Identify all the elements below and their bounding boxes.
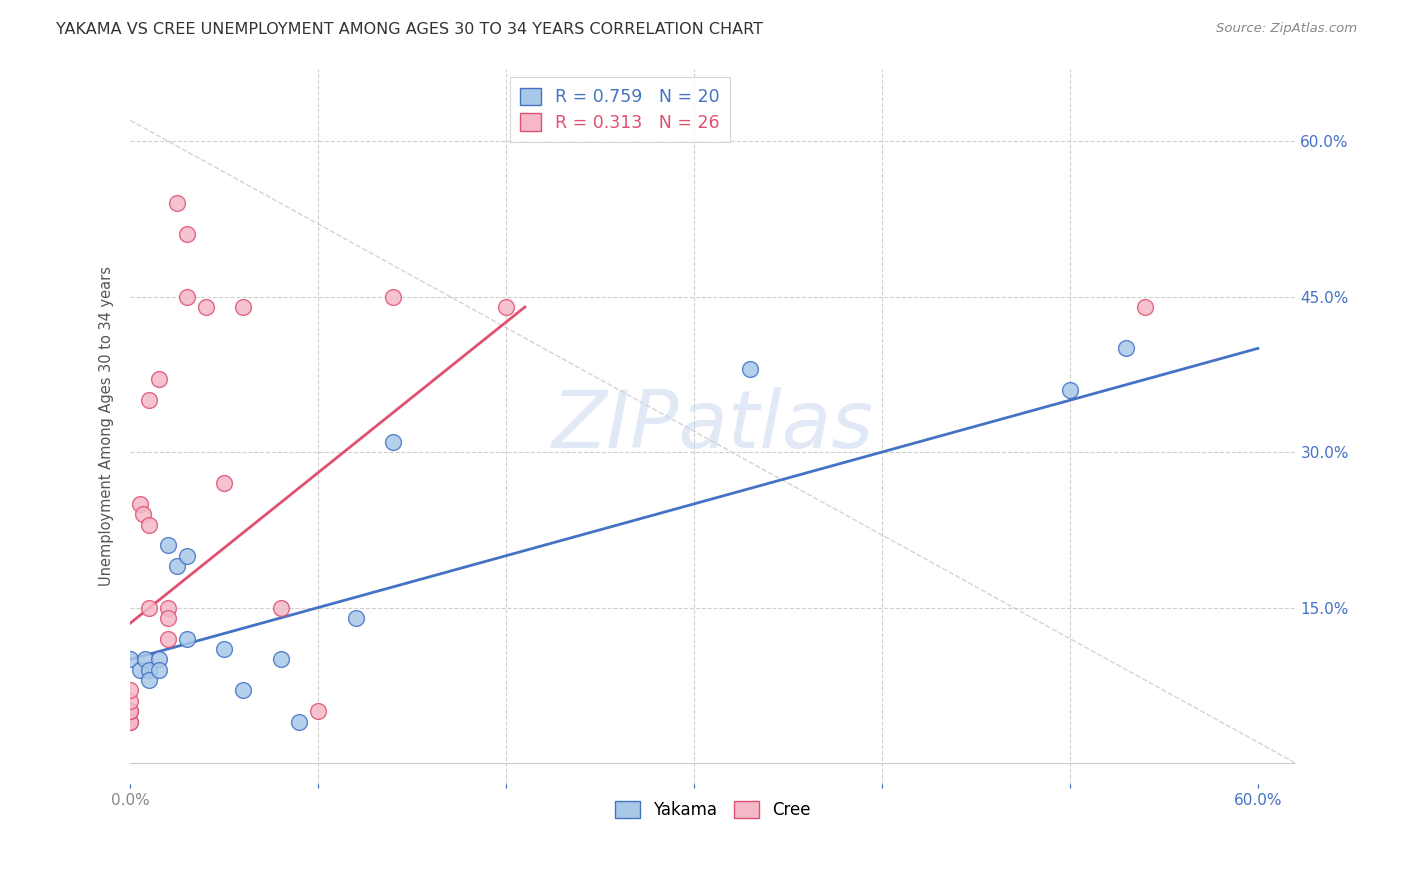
Point <box>1115 342 1137 356</box>
Point <box>288 714 311 729</box>
Point <box>148 663 170 677</box>
Point <box>214 476 236 491</box>
Point <box>138 517 160 532</box>
Point <box>382 434 405 449</box>
Y-axis label: Unemployment Among Ages 30 to 34 years: Unemployment Among Ages 30 to 34 years <box>100 266 114 586</box>
Point <box>1133 300 1156 314</box>
Point <box>307 704 329 718</box>
Point <box>128 497 150 511</box>
Point <box>138 600 160 615</box>
Point <box>176 632 198 646</box>
Point <box>166 196 188 211</box>
Point <box>176 289 198 303</box>
Point <box>138 673 160 687</box>
Point <box>148 372 170 386</box>
Point <box>120 694 142 708</box>
Point <box>270 600 292 615</box>
Text: ZIPatlas: ZIPatlas <box>551 387 875 465</box>
Point <box>232 300 254 314</box>
Point <box>176 227 198 242</box>
Point <box>134 652 156 666</box>
Point <box>270 652 292 666</box>
Point <box>120 714 142 729</box>
Point <box>120 714 142 729</box>
Point <box>495 300 517 314</box>
Legend: Yakama, Cree: Yakama, Cree <box>609 794 817 825</box>
Text: YAKAMA VS CREE UNEMPLOYMENT AMONG AGES 30 TO 34 YEARS CORRELATION CHART: YAKAMA VS CREE UNEMPLOYMENT AMONG AGES 3… <box>56 22 763 37</box>
Point <box>232 683 254 698</box>
Point <box>120 704 142 718</box>
Point <box>194 300 217 314</box>
Point <box>156 538 179 552</box>
Point <box>156 611 179 625</box>
Point <box>214 642 236 657</box>
Point <box>156 632 179 646</box>
Point <box>148 652 170 666</box>
Point <box>120 652 142 666</box>
Point <box>132 507 155 521</box>
Text: Source: ZipAtlas.com: Source: ZipAtlas.com <box>1216 22 1357 36</box>
Point <box>166 559 188 574</box>
Point <box>120 683 142 698</box>
Point <box>128 663 150 677</box>
Point <box>120 704 142 718</box>
Point <box>156 600 179 615</box>
Point <box>1059 383 1081 397</box>
Point <box>382 289 405 303</box>
Point <box>138 663 160 677</box>
Point <box>740 362 762 376</box>
Point <box>138 393 160 408</box>
Point <box>344 611 367 625</box>
Point <box>176 549 198 563</box>
